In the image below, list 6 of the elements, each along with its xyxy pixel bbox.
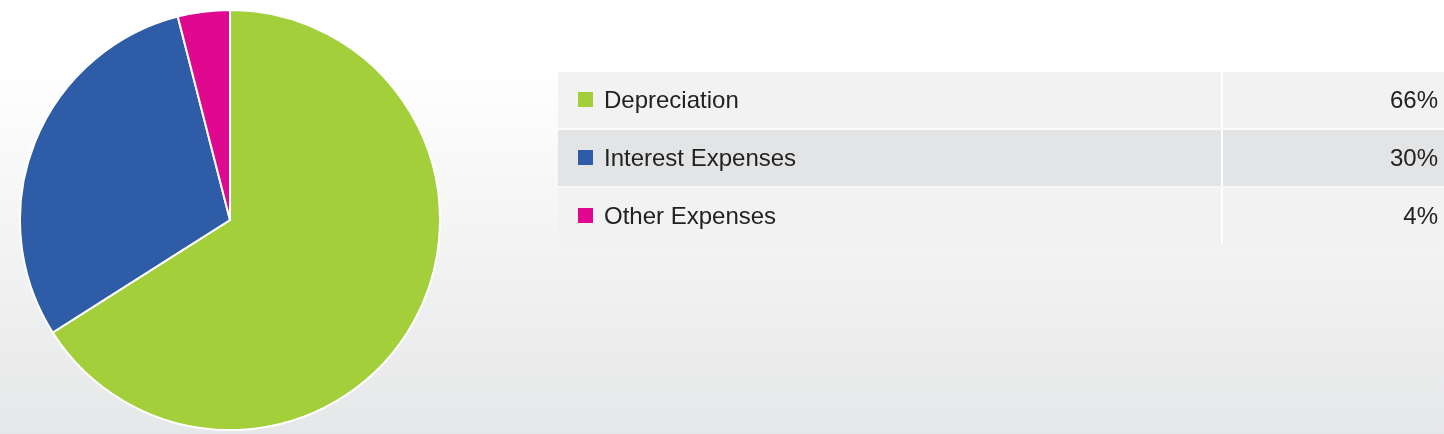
legend-label: Interest Expenses bbox=[604, 144, 797, 171]
data-label: 30% bbox=[1389, 144, 1438, 171]
legend-label: Depreciation bbox=[604, 86, 739, 113]
data-label: 4% bbox=[1403, 202, 1438, 229]
legend-label: Other Expenses bbox=[604, 202, 777, 229]
data-label: 66% bbox=[1389, 86, 1438, 113]
